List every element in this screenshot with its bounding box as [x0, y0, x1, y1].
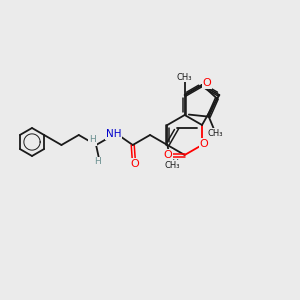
- Text: O: O: [200, 139, 208, 149]
- Text: CH₃: CH₃: [177, 73, 192, 82]
- Text: H: H: [89, 136, 95, 145]
- Text: CH₃: CH₃: [208, 129, 224, 138]
- Text: NH: NH: [106, 129, 121, 139]
- Text: O: O: [163, 150, 172, 160]
- Text: CH₃: CH₃: [165, 160, 180, 169]
- Text: H: H: [94, 158, 100, 166]
- Text: C₃H: C₃H: [164, 160, 179, 169]
- Text: O: O: [202, 78, 211, 88]
- Text: O: O: [130, 159, 139, 169]
